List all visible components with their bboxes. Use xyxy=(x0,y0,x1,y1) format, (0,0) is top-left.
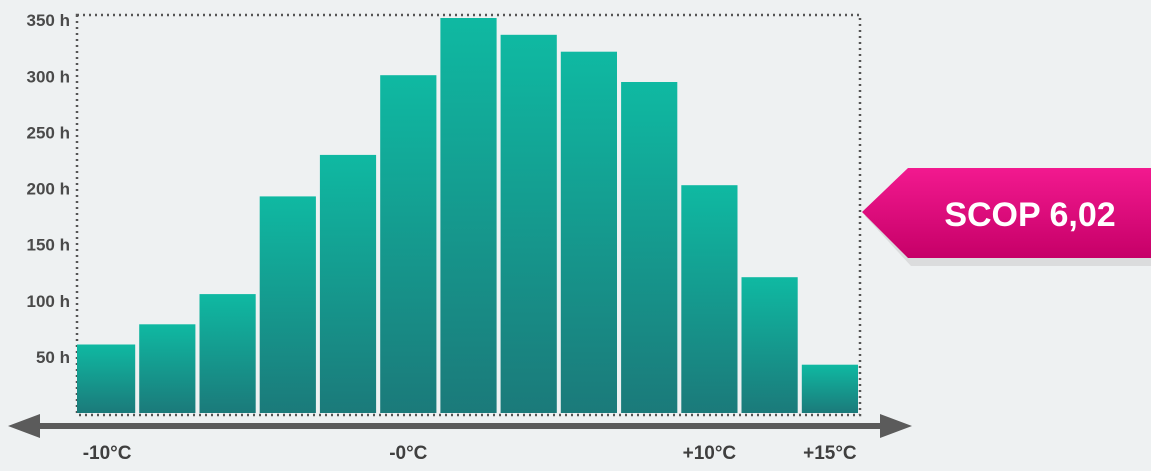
bar xyxy=(380,75,437,413)
x-tick-labels: -10°C -0°C +10°C +15°C xyxy=(83,443,857,464)
bar xyxy=(560,51,617,413)
y-tick-label: 50 h xyxy=(36,348,70,367)
bar xyxy=(621,82,678,413)
x-tick-label: +10°C xyxy=(683,443,737,464)
scop-badge: SCOP 6,02 xyxy=(862,168,1151,266)
plot-frame xyxy=(75,13,862,417)
y-tick-label: 100 h xyxy=(27,292,70,311)
y-tick-label: 300 h xyxy=(27,67,70,86)
y-tick-label: 200 h xyxy=(27,180,70,199)
bar xyxy=(681,185,738,413)
bar xyxy=(77,344,136,413)
scop-badge-text: SCOP 6,02 xyxy=(944,196,1115,234)
y-tick-label: 250 h xyxy=(27,124,70,143)
x-tick-label: -0°C xyxy=(389,443,427,464)
bar xyxy=(741,277,798,413)
bar xyxy=(801,364,858,413)
bar xyxy=(139,324,196,413)
x-tick-label: -10°C xyxy=(83,443,132,464)
x-axis-arrow xyxy=(8,414,912,438)
bars-group xyxy=(77,18,858,414)
bar xyxy=(259,196,316,413)
y-tick-labels: 50 h 100 h 150 h 200 h 250 h 300 h 350 h xyxy=(27,11,70,367)
bar xyxy=(500,34,557,414)
x-tick-label: +15°C xyxy=(803,443,857,464)
bar xyxy=(319,154,377,413)
bar xyxy=(199,294,256,413)
y-tick-label: 350 h xyxy=(27,11,70,30)
bar xyxy=(440,18,497,413)
y-tick-label: 150 h xyxy=(27,236,70,255)
